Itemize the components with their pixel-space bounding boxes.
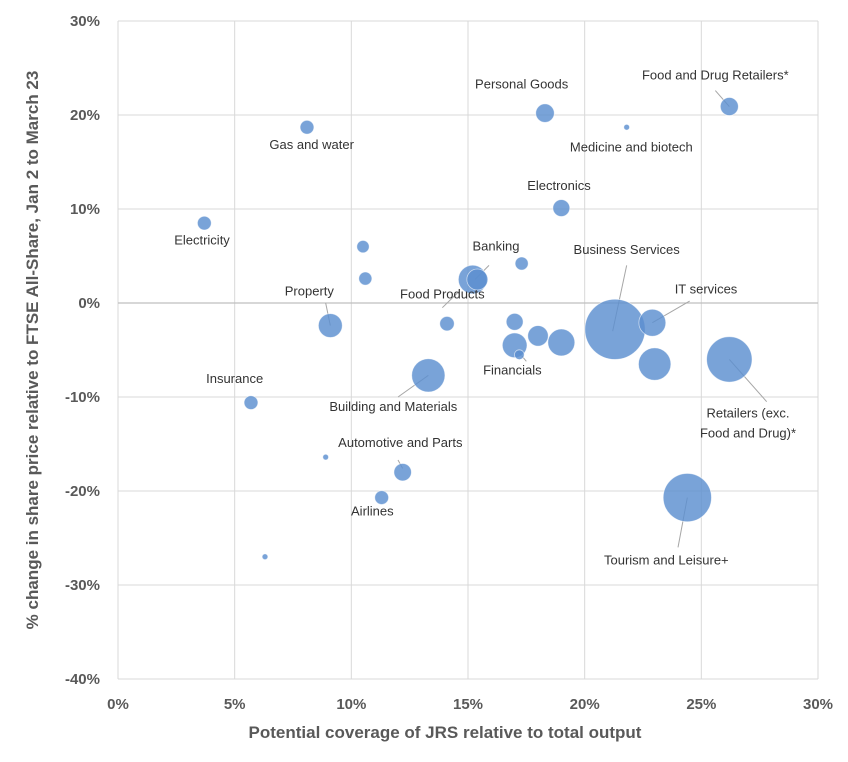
point-label: Gas and water — [269, 137, 354, 152]
x-tick-label: 30% — [803, 696, 833, 713]
bubble-point — [662, 473, 712, 523]
y-tick-label: 0% — [78, 295, 100, 312]
bubble-point — [197, 215, 212, 231]
point-label: Business Services — [574, 242, 681, 257]
point-label: Electronics — [527, 178, 591, 193]
bubble-point — [439, 316, 455, 332]
bubble-point — [322, 453, 329, 461]
bubble-point — [411, 358, 446, 393]
y-tick-label: 20% — [70, 107, 100, 124]
bubble-point — [638, 308, 667, 337]
point-label: Property — [285, 283, 335, 298]
point-labels: Electricity Gas and water Property Insuranc… — [174, 67, 796, 567]
bubble-point — [514, 256, 529, 271]
bubble-point — [317, 313, 343, 338]
x-tick-label: 0% — [107, 696, 129, 713]
point-label: Insurance — [206, 371, 263, 386]
point-label: Retailers (exc. — [706, 406, 789, 421]
bubble-point — [623, 123, 630, 131]
bubble-point — [393, 463, 412, 482]
gridlines — [117, 20, 819, 680]
point-label: Building and Materials — [329, 399, 457, 414]
point-label: Banking — [473, 238, 520, 253]
y-tick-label: 30% — [70, 13, 100, 30]
point-label: Medicine and biotech — [570, 140, 693, 155]
point-label: Airlines — [351, 503, 394, 518]
x-tick-label: 5% — [224, 696, 246, 713]
bubble-point — [374, 490, 389, 505]
bubble-point — [527, 325, 549, 347]
x-axis-ticks: 0% 5% 10% 15% 20% 25% 30% — [107, 696, 833, 713]
bubble-point — [358, 271, 373, 286]
point-label: IT services — [675, 282, 738, 297]
bubble-point — [638, 347, 672, 381]
point-label: Tourism and Leisure+ — [604, 552, 729, 567]
point-label: Food and Drug)* — [700, 425, 796, 440]
x-tick-label: 20% — [570, 696, 600, 713]
x-tick-label: 15% — [453, 696, 483, 713]
point-label: Food and Drug Retailers* — [642, 67, 789, 82]
x-tick-label: 10% — [336, 696, 366, 713]
bubble-point — [299, 119, 315, 135]
point-label: Food Products — [400, 286, 485, 301]
point-label: Automotive and Parts — [338, 435, 463, 450]
bubble-point — [514, 349, 525, 360]
bubble-point — [584, 298, 646, 360]
bubble-point — [356, 240, 370, 254]
bubble-point — [261, 553, 269, 561]
bubble-point — [243, 395, 259, 410]
point-label: Financials — [483, 362, 542, 377]
bubble-point — [552, 199, 571, 217]
y-axis-ticks: -40% -30% -20% -10% 0% 10% 20% 30% — [65, 13, 100, 688]
bubble-point — [706, 336, 753, 383]
y-tick-label: -30% — [65, 577, 100, 594]
x-axis-title: Potential coverage of JRS relative to to… — [249, 723, 642, 742]
leader-line — [441, 291, 460, 309]
bubble-point — [719, 97, 739, 116]
point-label: Personal Goods — [475, 77, 569, 92]
y-axis-title: % change in share price relative to FTSE… — [23, 71, 42, 630]
y-tick-label: -10% — [65, 389, 100, 406]
bubble-point — [466, 268, 489, 291]
x-tick-label: 25% — [686, 696, 716, 713]
y-tick-label: -20% — [65, 483, 100, 500]
bubble-point — [547, 328, 576, 357]
y-tick-label: -40% — [65, 671, 100, 688]
bubble-point — [505, 312, 524, 331]
y-tick-label: 10% — [70, 201, 100, 218]
point-label: Electricity — [174, 233, 230, 248]
bubbles — [197, 97, 753, 561]
bubble-point — [535, 103, 555, 123]
